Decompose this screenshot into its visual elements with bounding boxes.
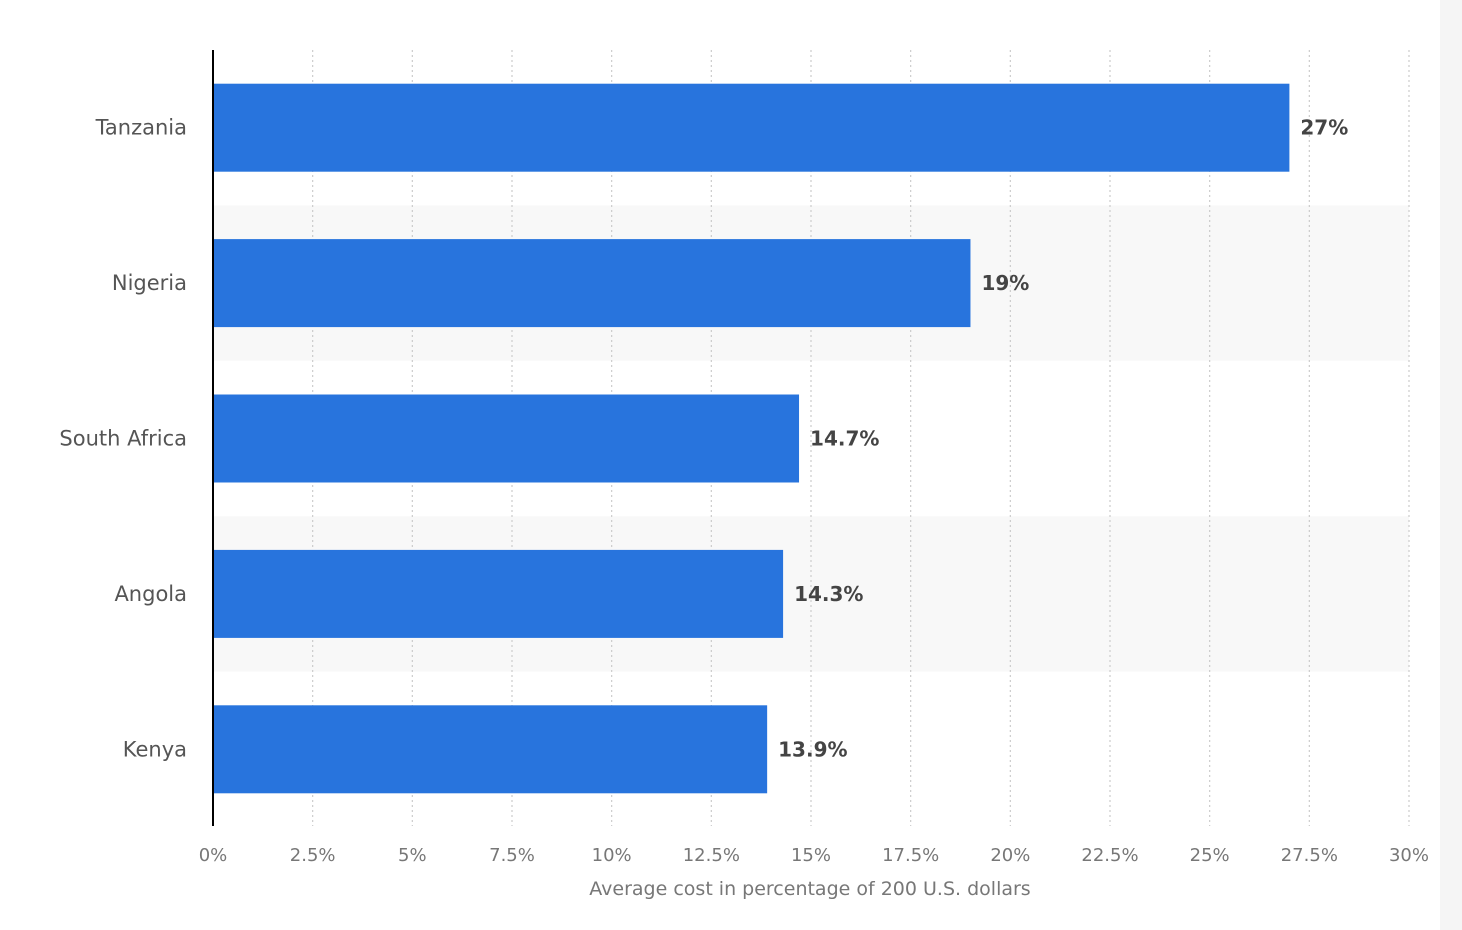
data-label: 19%: [981, 271, 1029, 295]
category-label: Angola: [114, 582, 187, 606]
bar-tanzania[interactable]: [213, 83, 1290, 172]
bar-nigeria[interactable]: [213, 239, 971, 328]
data-label: 27%: [1300, 116, 1348, 140]
x-tick-label: 22.5%: [1081, 845, 1138, 866]
x-tick-label: 0%: [199, 845, 228, 866]
category-label: Kenya: [123, 737, 187, 761]
x-tick-label: 7.5%: [489, 845, 535, 866]
x-tick-label: 10%: [592, 845, 632, 866]
data-label: 14.3%: [794, 582, 863, 606]
right-edge-strip: [1440, 0, 1462, 930]
category-label: South Africa: [59, 427, 187, 451]
bar-south-africa[interactable]: [213, 394, 800, 483]
x-tick-label: 17.5%: [882, 845, 939, 866]
data-label: 14.7%: [810, 427, 879, 451]
category-label: Nigeria: [112, 271, 187, 295]
x-tick-label: 30%: [1389, 845, 1429, 866]
bar-angola[interactable]: [213, 549, 784, 638]
x-tick-label: 27.5%: [1281, 845, 1338, 866]
data-label: 13.9%: [778, 737, 847, 761]
gridlines: [312, 50, 1410, 826]
x-tick-label: 12.5%: [683, 845, 740, 866]
x-tick-label: 25%: [1190, 845, 1230, 866]
category-labels: Tanzania Nigeria South Africa Angola Kenya: [59, 116, 187, 762]
bars: [213, 83, 1290, 794]
category-label: Tanzania: [95, 116, 187, 140]
bar-kenya[interactable]: [213, 705, 768, 794]
x-tick-labels: 0% 2.5% 5% 7.5% 10% 12.5% 15% 17.5% 20% 22.5% 25% 2…: [199, 845, 1429, 866]
x-tick-label: 15%: [791, 845, 831, 866]
data-labels: 27% 19% 14.7% 14.3% 13.9%: [778, 116, 1348, 762]
x-tick-label: 5%: [398, 845, 427, 866]
x-tick-label: 2.5%: [290, 845, 336, 866]
x-tick-label: 20%: [990, 845, 1030, 866]
x-axis-title: Average cost in percentage of 200 U.S. d…: [589, 878, 1030, 900]
